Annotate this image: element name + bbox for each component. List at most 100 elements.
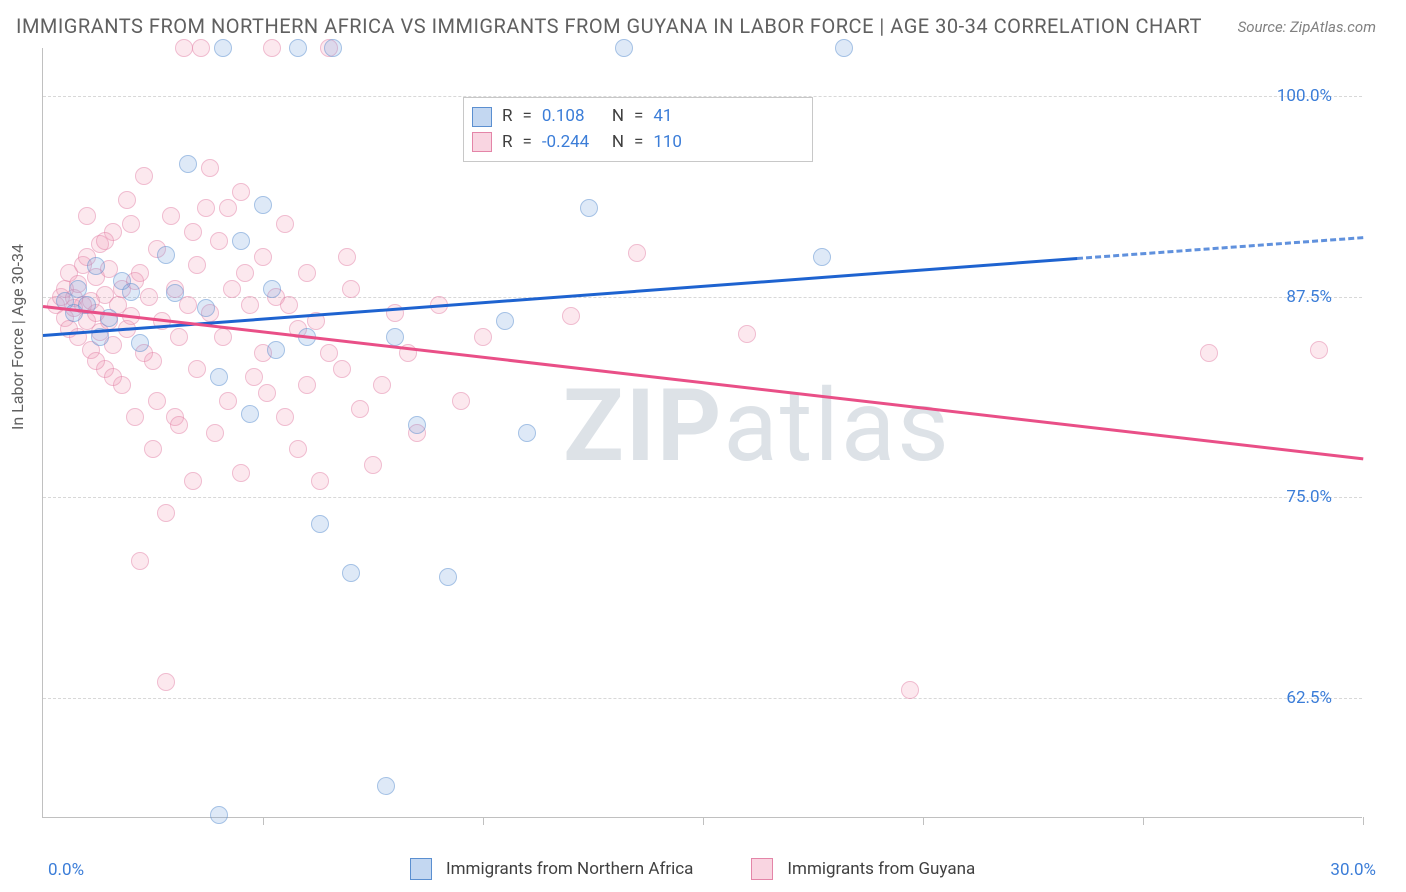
pink-point [192,39,210,57]
blue-point [179,155,197,173]
x-tick [923,817,924,825]
y-axis-label: In Labor Force | Age 30-34 [8,244,27,430]
pink-point [210,232,228,250]
swatch-blue-icon [410,858,432,880]
pink-point [188,360,206,378]
pink-point [263,39,281,57]
legend-pink-label: Immigrants from Guyana [787,859,975,879]
legend-r-label: R [502,104,512,130]
y-tick-label: 100.0% [1277,86,1332,106]
pink-point [628,244,646,262]
blue-point [289,39,307,57]
pink-point [901,681,919,699]
pink-point [206,424,224,442]
blue-point [210,368,228,386]
pink-point [280,296,298,314]
pink-point [1200,344,1218,362]
correlation-legend: R = 0.108 N = 41 R = -0.244 N = 110 [463,97,813,162]
pink-point [157,504,175,522]
x-tick [483,817,484,825]
blue-point [496,312,514,330]
blue-point [342,564,360,582]
swatch-pink-icon [751,858,773,880]
pink-point [289,440,307,458]
blue-point [813,248,831,266]
y-tick-label: 87.5% [1286,287,1332,307]
chart-title: IMMIGRANTS FROM NORTHERN AFRICA VS IMMIG… [16,14,1202,38]
pink-point [333,360,351,378]
swatch-pink-icon [472,132,492,152]
blue-point [580,199,598,217]
blue-point [408,416,426,434]
legend-blue-r: 0.108 [542,104,602,130]
pink-point [320,344,338,362]
legend-row-blue: R = 0.108 N = 41 [472,104,804,130]
legend-eq: = [522,130,531,156]
y-tick-label: 62.5% [1286,688,1332,708]
scatter-chart: ZIPatlas R = 0.108 N = 41 R = -0.244 N =… [42,48,1362,818]
legend-r-label: R [502,130,512,156]
blue-trendline-extrapolated [1077,236,1363,260]
series-legend: Immigrants from Northern Africa Immigran… [410,858,975,880]
blue-point [87,257,105,275]
pink-point [148,392,166,410]
pink-point [87,352,105,370]
pink-point [219,392,237,410]
pink-point [219,199,237,217]
blue-point [267,341,285,359]
pink-point [170,328,188,346]
blue-point [157,246,175,264]
pink-point [197,199,215,217]
pink-point [144,440,162,458]
pink-point [562,307,580,325]
blue-point [324,39,342,57]
pink-point [236,264,254,282]
pink-point [364,456,382,474]
pink-point [170,416,188,434]
pink-point [78,207,96,225]
x-tick [703,817,704,825]
legend-blue-label: Immigrants from Northern Africa [446,859,693,879]
legend-n-label: N [612,104,624,130]
pink-point [351,400,369,418]
blue-point [518,424,536,442]
pink-point [254,248,272,266]
watermark: ZIPatlas [563,368,951,485]
x-tick [1363,817,1364,825]
pink-point [214,328,232,346]
legend-pink-r: -0.244 [542,130,602,156]
pink-point [342,280,360,298]
blue-point [131,334,149,352]
pink-point [373,376,391,394]
pink-point [131,552,149,570]
pink-point [223,280,241,298]
pink-point [201,159,219,177]
blue-point [122,283,140,301]
pink-point [276,408,294,426]
blue-point [197,299,215,317]
y-tick-label: 75.0% [1286,487,1332,507]
gridline [43,698,1362,699]
pink-point [258,384,276,402]
pink-point [232,183,250,201]
pink-point [118,191,136,209]
pink-point [474,328,492,346]
pink-point [338,248,356,266]
blue-point [835,39,853,57]
pink-point [126,408,144,426]
pink-point [96,232,114,250]
swatch-blue-icon [472,107,492,127]
pink-point [245,368,263,386]
x-axis-min-label: 0.0% [48,860,84,880]
legend-n-label: N [612,130,624,156]
gridline [43,297,1362,298]
pink-point [104,368,122,386]
pink-point [184,223,202,241]
blue-point [439,568,457,586]
legend-row-pink: R = -0.244 N = 110 [472,130,804,156]
pink-trendline [43,305,1363,460]
x-axis-max-label: 30.0% [1330,860,1376,880]
pink-point [311,472,329,490]
watermark-zip: ZIP [563,368,723,485]
pink-point [452,392,470,410]
